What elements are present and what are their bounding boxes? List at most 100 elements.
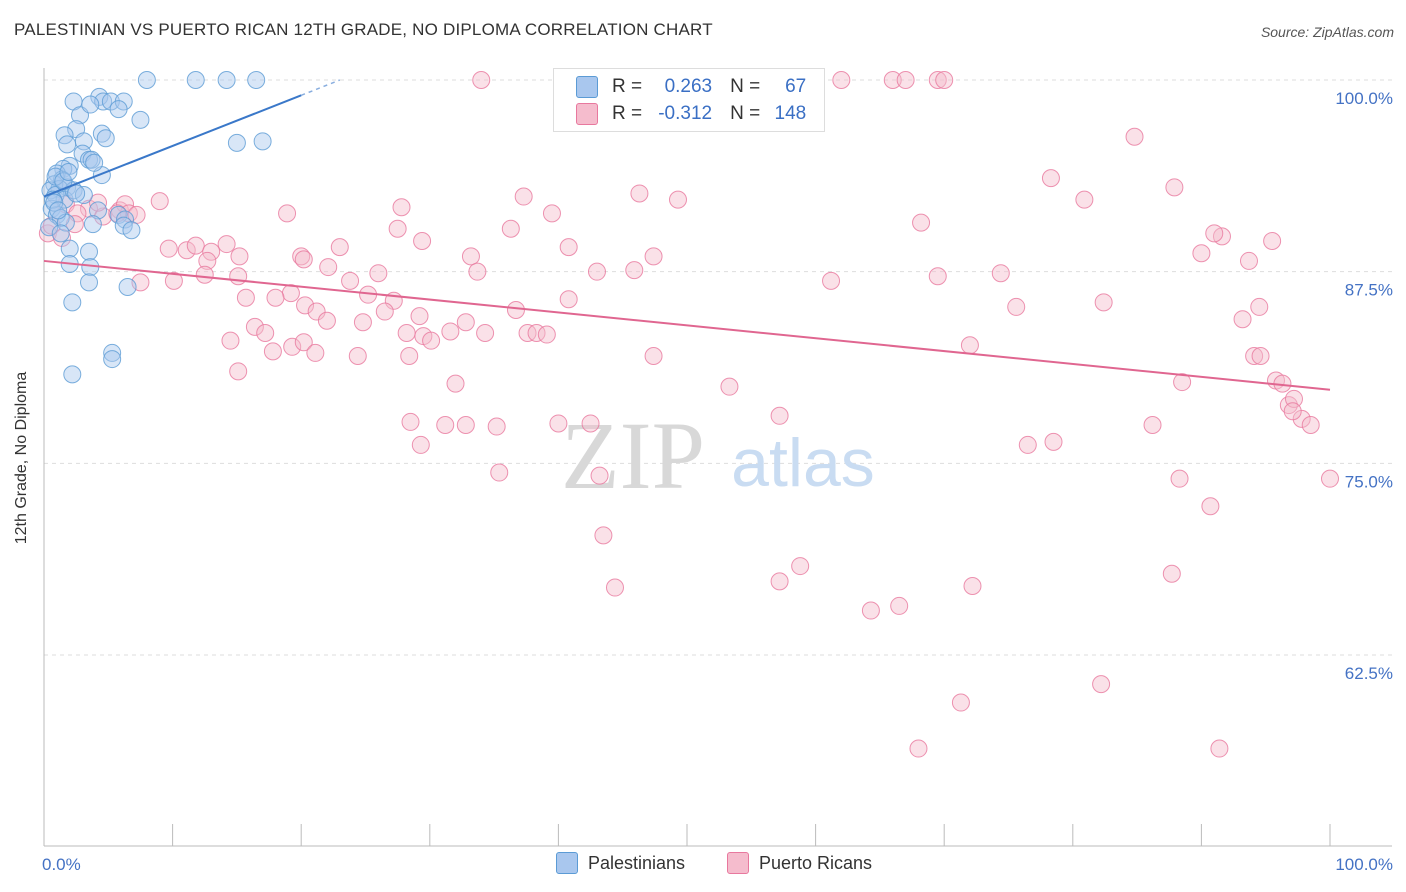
data-point [245,317,264,336]
data-point [397,324,416,342]
data-point [317,311,336,330]
data-point [1250,297,1269,316]
data-point [388,219,407,238]
data-point [85,153,104,172]
data-point [159,239,178,258]
data-point [1018,435,1037,454]
source-label: Source: ZipAtlas.com [1260,24,1394,40]
n-label: N = [730,103,761,124]
data-point [822,271,841,290]
data-point [150,192,169,211]
data-point [63,293,82,312]
data-point [74,186,93,204]
n-label: N = [730,76,761,97]
puerto-ricans-r-value: -0.312 [658,103,713,124]
data-point [401,412,420,431]
data-point [375,302,394,321]
data-point [506,301,525,319]
data-point [410,307,429,326]
data-point [294,250,313,269]
x-tick-label: 0.0% [42,855,81,874]
data-point [60,239,79,258]
puerto-ricans-legend-label: Puerto Ricans [759,852,873,873]
data-point [82,150,101,169]
data-point [644,347,663,365]
data-point [411,435,430,454]
data-point [229,267,248,286]
data-point [1165,178,1184,197]
data-point [720,377,739,396]
data-point [928,267,947,286]
data-point [195,265,214,284]
data-point [549,414,568,433]
data-point [1192,244,1211,263]
data-point [83,215,102,234]
data-point [436,416,455,434]
puerto-ricans-legend-swatch [727,852,749,874]
legend-item-palestinians[interactable]: Palestinians [556,852,685,874]
data-point [770,572,789,591]
data-point [1251,347,1270,365]
data-point [122,221,141,240]
data-point [369,264,388,283]
data-point [1162,564,1181,583]
data-point [456,313,475,332]
data-point [217,235,236,254]
data-point [668,190,687,209]
data-point [1094,293,1113,312]
data-point [861,601,880,620]
data-point [928,71,947,89]
correlation-legend: R = 0.263 N = 67 R = -0.312 N = 148 [553,68,825,132]
data-point [63,365,82,384]
data-point [186,71,205,89]
data-point [542,204,561,223]
data-point [186,236,205,255]
data-point [40,218,59,237]
y-tick-label: 62.5% [1345,664,1393,683]
palestinians-legend-label: Palestinians [588,852,686,873]
palestinians-r-value: 0.263 [664,76,713,97]
x-tick-label: 100.0% [1335,855,1393,874]
data-point [1245,347,1264,365]
data-point [263,342,282,361]
data-point [935,71,954,89]
data-point [1321,469,1339,488]
data-point [116,210,135,229]
data-point [89,201,108,220]
legend-item-puerto-ricans[interactable]: Puerto Ricans [727,852,872,874]
legend-row-puerto-ricans: R = -0.312 N = 148 [576,101,806,127]
palestinians-trend-extension [300,79,341,97]
data-point [89,193,108,212]
data-point [446,374,465,393]
data-point [341,271,360,290]
data-point [413,232,432,250]
data-point [630,184,649,203]
palestinians-points [40,71,272,384]
data-point [253,132,272,151]
data-point [1170,469,1189,488]
puerto-ricans-points [38,71,1339,758]
puerto-ricans-trend-line [43,259,1331,391]
data-point [266,288,285,307]
data-point [476,324,495,342]
data-point [963,577,982,595]
data-point [487,417,506,436]
data-point [49,201,68,220]
data-point [1143,416,1162,434]
data-point [1301,416,1320,434]
data-point [236,288,255,307]
data-point [306,343,325,362]
data-point [468,262,487,281]
data-point [1292,409,1311,428]
data-point [909,739,928,758]
data-point [890,596,909,615]
data-point [501,219,520,238]
data-point [590,466,609,485]
data-point [441,322,460,341]
watermark-atlas: atlas [731,425,875,501]
data-point [951,693,970,712]
data-point [514,187,533,206]
data-point [59,163,78,181]
data-point [400,347,419,365]
data-point [422,331,441,350]
